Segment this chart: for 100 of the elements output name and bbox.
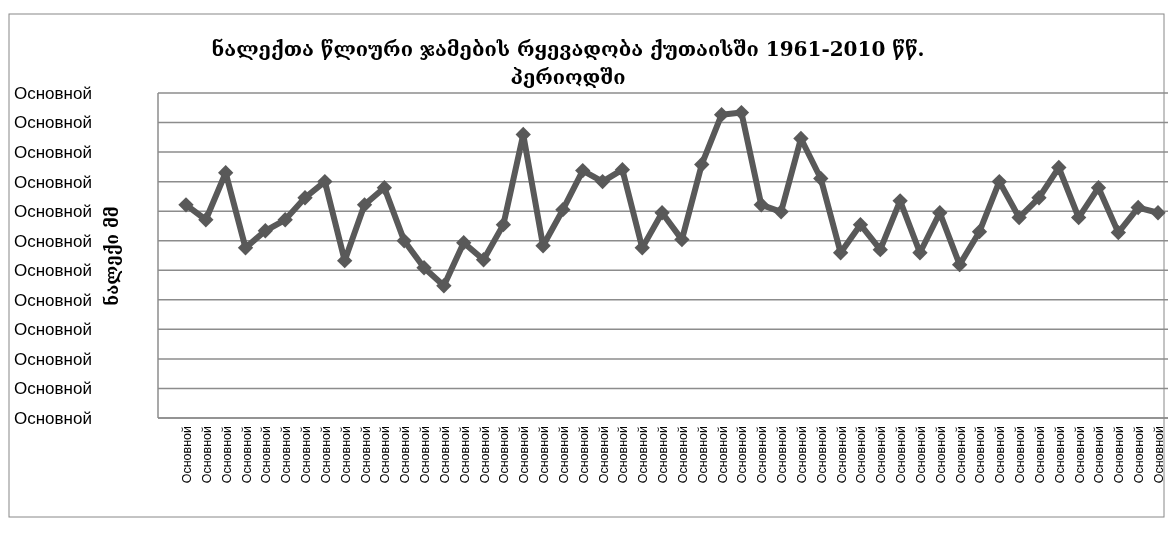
text: Основной xyxy=(14,349,92,369)
text: Основной xyxy=(14,320,92,340)
x-tick-label: Основной xyxy=(318,425,333,484)
x-tick-label: Основной xyxy=(656,425,671,484)
point xyxy=(1011,209,1027,226)
x-tick-label: Основной xyxy=(199,425,214,484)
x-tick-label: Основной xyxy=(993,425,1008,484)
x-tick-label: Основной xyxy=(517,425,532,484)
point xyxy=(297,190,313,206)
x-tick-label: Основной xyxy=(457,425,472,484)
point xyxy=(198,212,214,228)
point xyxy=(932,205,948,221)
x-tick-label: Основной xyxy=(814,425,829,484)
point xyxy=(1070,209,1087,226)
x-tick-label: Основной xyxy=(437,425,452,484)
point xyxy=(277,212,293,228)
point xyxy=(317,173,333,190)
point xyxy=(753,197,769,213)
x-tick-label: Основной xyxy=(1052,425,1067,484)
text: Основной xyxy=(14,231,92,251)
x-tick-label: Основной xyxy=(1112,425,1127,484)
point xyxy=(396,233,412,249)
x-tick-label: Основной xyxy=(219,425,234,484)
x-tick-label: Основной xyxy=(874,425,889,484)
x-tick-label: Основной xyxy=(953,425,968,484)
x-tick-label: Основной xyxy=(775,425,790,484)
x-tick-label: Основной xyxy=(497,425,512,484)
text: Основной xyxy=(14,83,92,103)
x-tick-label: Основной xyxy=(576,425,591,484)
x-tick-label: Основной xyxy=(755,425,770,484)
x-tick-label: Основной xyxy=(398,425,413,484)
x-tick-label: Основной xyxy=(854,425,869,484)
text: Основной xyxy=(14,202,92,222)
point xyxy=(694,156,710,173)
x-tick-label: Основной xyxy=(1032,425,1047,484)
point xyxy=(773,204,789,220)
point xyxy=(456,235,472,251)
point xyxy=(654,205,670,221)
x-tick-label: Основной xyxy=(695,425,710,484)
x-tick-label: Основной xyxy=(239,425,254,484)
point xyxy=(495,216,512,233)
x-tick-label: Основной xyxy=(973,425,988,484)
point xyxy=(813,170,829,187)
point xyxy=(991,173,1007,190)
x-tick-label: Основной xyxy=(596,425,611,484)
point xyxy=(555,202,571,218)
x-tick-label: Основной xyxy=(299,425,314,484)
point xyxy=(416,260,432,276)
x-tick-label: Основной xyxy=(556,425,571,484)
point xyxy=(356,197,373,213)
point xyxy=(1110,224,1126,241)
text: Основной xyxy=(14,290,92,310)
text: Основной xyxy=(14,113,92,133)
x-tick-label: Основной xyxy=(1092,425,1107,484)
text: Основной xyxy=(14,172,92,192)
x-tick-label: Основной xyxy=(715,425,730,484)
point xyxy=(614,162,631,178)
point xyxy=(872,242,888,258)
point xyxy=(257,223,274,239)
point xyxy=(951,256,968,273)
point xyxy=(436,278,452,294)
text: Основной xyxy=(14,261,92,281)
point xyxy=(1031,190,1047,206)
text: Основной xyxy=(14,143,92,163)
x-tick-label: Основной xyxy=(735,425,750,484)
chart-title: ნალექთა წლიური ჯამების რყევადობა ქუთაისში 1961-2010 წწ. პერიოდში xyxy=(211,37,925,89)
point xyxy=(1150,205,1166,221)
x-tick-label: Основной xyxy=(616,425,631,484)
x-tick-label: Основной xyxy=(338,425,353,484)
point xyxy=(178,197,194,213)
x-tick-label: Основной xyxy=(358,425,373,484)
text: Основной xyxy=(14,408,92,428)
text: Основной xyxy=(14,379,92,399)
point xyxy=(852,216,869,233)
point xyxy=(1090,180,1107,196)
point xyxy=(832,245,849,261)
y-axis-title: ნალექი მმ xyxy=(102,206,122,306)
x-tick-label: Основной xyxy=(180,425,194,484)
x-tick-label: Основной xyxy=(933,425,948,484)
point xyxy=(1051,159,1067,176)
point xyxy=(1130,199,1146,216)
x-tick-label: Основной xyxy=(1152,425,1166,484)
x-tick-label: Основной xyxy=(537,425,552,484)
x-tick-label: Основной xyxy=(418,425,433,484)
x-tick-label: Основной xyxy=(1013,425,1028,484)
x-tick-label: Основной xyxy=(834,425,849,484)
point xyxy=(971,224,988,240)
point xyxy=(376,180,393,196)
x-tick-label: Основной xyxy=(675,425,690,484)
x-tick-label: Основной xyxy=(279,425,294,484)
x-tick-label: Основной xyxy=(477,425,492,484)
x-tick-label: Основной xyxy=(636,425,651,484)
x-tick-label: Основной xyxy=(1132,425,1147,484)
x-tick-label: Основной xyxy=(378,425,393,484)
x-tick-label: Основной xyxy=(794,425,809,484)
x-tick-label: Основной xyxy=(913,425,928,484)
point xyxy=(733,104,750,121)
point xyxy=(575,162,591,179)
x-tick-label: Основной xyxy=(259,425,274,484)
x-tick-label: Основной xyxy=(1072,425,1087,484)
